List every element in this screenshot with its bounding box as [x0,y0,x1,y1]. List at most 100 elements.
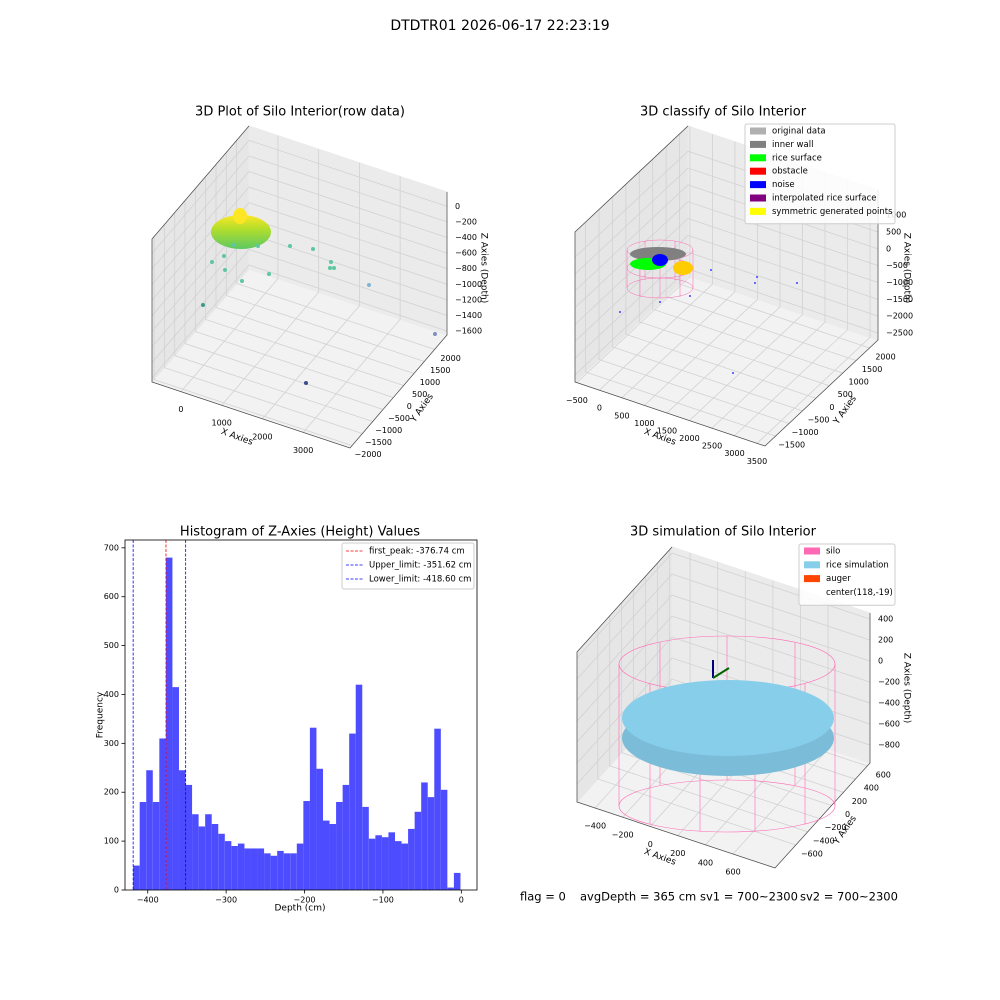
grid-line [576,594,871,701]
z-tick-label: 500 [886,228,901,237]
bar [336,802,343,890]
axis-label: Z Axies (Depth) [479,233,489,304]
bar [375,835,382,890]
x-tick-label: 500 [614,411,629,420]
grid-line [151,186,448,301]
grid-line [638,171,830,387]
grid-line [576,615,871,722]
grid-line [151,155,448,270]
bar [211,824,219,890]
bar [296,843,304,890]
legend-label: first_peak: -376.74 cm [369,547,465,557]
z-tick-label: 0 [886,244,891,253]
y-tick-label: 500 [838,390,853,399]
grid-line [151,264,448,379]
x-tick-label: 3500 [747,457,767,466]
grid-line [174,212,373,422]
bar [322,820,330,890]
y-tick-label: −400 [813,836,835,845]
y-tick-label: 100 [104,837,119,846]
grid-line [665,146,857,361]
grid-line [262,162,360,420]
z-tick-label: −1000 [455,280,482,289]
bar [172,687,179,890]
footer-text: sv2 = 700~2300 [800,890,898,904]
bar [388,832,395,890]
bar [309,727,317,890]
x-tick-label: 1000 [634,419,654,428]
bar [159,738,166,890]
y-tick-label: 2000 [875,352,895,361]
grid-line [574,184,879,292]
bar [453,872,461,890]
y-tick-label: −600 [801,849,823,858]
bar [244,848,251,890]
legend-swatch [750,207,766,215]
y-tick-label: 200 [852,797,867,806]
y-tick-label: 400 [864,784,879,793]
bar [349,733,356,890]
grid-line [598,209,790,424]
y-tick-label: 2000 [440,354,460,363]
z-tick-label: −2500 [886,328,913,337]
bar [257,848,265,890]
legend-swatch [750,154,766,162]
grid-line [574,234,879,342]
y-tick-label: 1000 [849,378,869,387]
legend-label: Upper_limit: -351.62 cm [369,561,472,571]
grid-line [574,201,879,308]
grid-line [153,236,353,446]
footer: flag = 0 avgDepth = 365 cm sv1 = 700~230… [520,890,898,904]
grid-line [236,140,435,350]
bar [218,833,225,890]
plot-frame [124,539,478,891]
bar [133,865,140,890]
y-tick-label: −1500 [365,438,392,447]
z-tick-label: −600 [455,249,477,258]
legend-label: auger [826,574,851,584]
chart-title: 3D simulation of Silo Interior [630,525,817,540]
bar [394,841,402,890]
grid-line [597,628,796,846]
z-tick-label: −1200 [455,295,482,304]
z-tick-label: −800 [878,741,900,750]
footer-text: avgDepth = 365 cm [580,890,696,904]
z-tick-label: −400 [455,233,477,242]
legend-label: rice surface [772,153,822,163]
bar [401,843,409,890]
z-tick-label: 400 [878,615,893,624]
legend-label: rice simulation [826,560,889,570]
bar [368,838,376,890]
y-tick-label: 500 [104,641,119,650]
x-tick-label: 1000 [211,419,231,428]
axis-label: Z Axies (Depth) [902,233,912,304]
z-tick-label: 1000 [886,211,906,220]
footer-text: flag = 0 [520,890,566,904]
z-tick-label: −1000 [886,278,913,287]
y-tick-label: 0 [114,886,119,895]
x-tick-label: 0 [648,840,653,849]
figure-title: DTDTR01 2026-06-17 22:23:19 [390,18,609,34]
y-tick-label: 0 [407,402,412,411]
grid-line [151,171,448,285]
bar [434,728,441,890]
bar [316,768,323,890]
x-tick-label: 400 [698,858,713,867]
x-tick-label: 200 [670,849,685,858]
x-tick-label: 2500 [702,442,722,451]
y-axis-label: Frequency [96,691,106,738]
y-tick-label: −200 [825,823,847,832]
bar [342,784,350,890]
z-tick-label: 200 [878,636,893,645]
y-tick-label: 700 [104,543,119,552]
bar [192,814,199,890]
z-tick-label: −1400 [455,311,482,320]
grid-line [194,188,394,398]
legend-swatch [750,194,766,202]
bar [362,806,369,890]
bar [381,837,389,890]
grid-line [205,176,404,386]
z-tick-label: 0 [455,202,460,211]
grid-line [609,615,808,833]
bar [185,784,193,890]
